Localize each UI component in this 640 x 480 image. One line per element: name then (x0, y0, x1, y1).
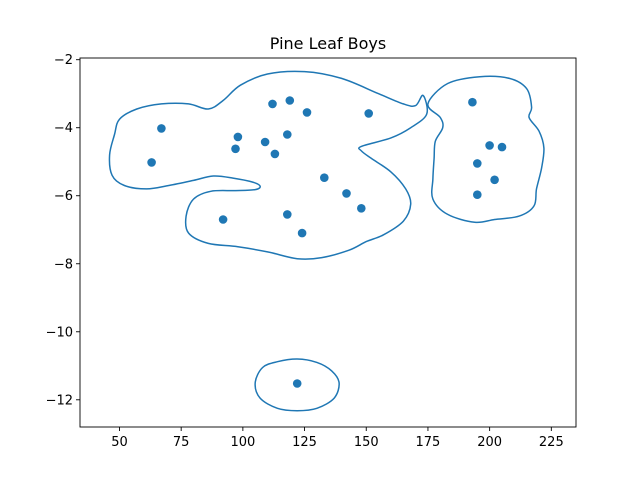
data-point-17 (297, 228, 307, 238)
data-point-8 (283, 130, 292, 139)
x-tick-label: 100 (230, 435, 255, 450)
plot-frame (79, 57, 577, 428)
data-point-11 (364, 109, 374, 118)
chart-title: Pine Leaf Boys (270, 34, 386, 53)
x-tick-label: 150 (354, 435, 379, 450)
data-point-9 (260, 137, 270, 147)
data-point-18 (468, 97, 477, 107)
contour-line-3 (254, 358, 340, 412)
data-point-15 (218, 215, 228, 224)
x-axis: 50 75 100 125 150 175 200 225 (111, 427, 564, 450)
y-tick-label: −10 (46, 325, 73, 340)
point-group (147, 96, 507, 388)
data-point-2 (147, 158, 156, 167)
data-point-12 (320, 173, 329, 182)
data-point-1 (157, 124, 166, 133)
data-point-13 (342, 189, 351, 198)
data-point-22 (490, 175, 499, 185)
data-point-20 (497, 142, 507, 152)
x-tick-label: 75 (173, 435, 190, 450)
contour-line-1 (108, 70, 429, 260)
data-point-16 (283, 210, 292, 219)
x-tick-label: 125 (292, 435, 317, 450)
y-tick-label: −6 (54, 189, 73, 204)
contour-line-2 (427, 75, 545, 224)
x-tick-label: 225 (539, 435, 564, 450)
y-tick-label: −12 (46, 393, 73, 408)
y-tick-label: −4 (54, 121, 73, 136)
x-tick-label: 175 (416, 435, 441, 450)
contour-group (108, 70, 545, 412)
data-point-19 (485, 141, 494, 150)
data-point-10 (270, 149, 280, 159)
data-point-23 (473, 190, 482, 199)
data-point-24 (292, 379, 302, 388)
data-point-21 (473, 159, 482, 168)
data-point-3 (233, 132, 243, 142)
x-tick-label: 50 (111, 435, 128, 450)
y-tick-label: −8 (54, 257, 73, 272)
x-tick-label: 200 (477, 435, 502, 450)
data-point-14 (357, 204, 366, 213)
data-point-5 (268, 99, 277, 109)
y-tick-label: −2 (54, 53, 73, 68)
y-axis: −2 −4 −6 −8 −10 −12 (46, 53, 80, 408)
data-point-4 (231, 144, 240, 154)
data-point-6 (285, 96, 295, 105)
data-point-7 (302, 108, 312, 117)
